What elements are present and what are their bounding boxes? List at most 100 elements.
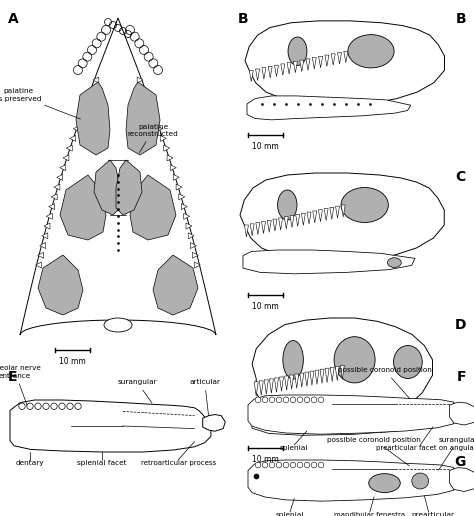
- Circle shape: [304, 397, 310, 402]
- Polygon shape: [274, 65, 279, 76]
- Ellipse shape: [341, 187, 388, 222]
- Circle shape: [276, 397, 282, 402]
- Polygon shape: [81, 106, 87, 112]
- Polygon shape: [307, 212, 311, 224]
- Polygon shape: [344, 51, 348, 62]
- Polygon shape: [274, 378, 278, 392]
- Polygon shape: [184, 213, 190, 219]
- Polygon shape: [130, 175, 176, 240]
- Polygon shape: [93, 77, 99, 83]
- Circle shape: [283, 397, 289, 402]
- Polygon shape: [60, 165, 66, 171]
- Polygon shape: [315, 370, 319, 384]
- Text: mandibular fenestra: mandibular fenestra: [334, 512, 405, 516]
- Polygon shape: [331, 54, 335, 65]
- Polygon shape: [290, 375, 294, 389]
- Ellipse shape: [278, 190, 297, 220]
- Ellipse shape: [334, 337, 375, 383]
- Polygon shape: [89, 87, 95, 93]
- Polygon shape: [330, 367, 334, 381]
- Polygon shape: [60, 175, 106, 240]
- Text: E: E: [8, 370, 18, 384]
- Polygon shape: [44, 223, 50, 229]
- Polygon shape: [313, 211, 317, 223]
- Polygon shape: [287, 62, 291, 74]
- Text: C: C: [456, 170, 466, 184]
- Polygon shape: [312, 58, 316, 69]
- Polygon shape: [85, 96, 91, 103]
- Polygon shape: [306, 59, 310, 70]
- Text: surangular: surangular: [438, 437, 474, 470]
- Polygon shape: [188, 233, 194, 239]
- Text: 10 mm: 10 mm: [252, 142, 279, 151]
- Ellipse shape: [104, 318, 132, 332]
- Polygon shape: [248, 460, 454, 501]
- Polygon shape: [305, 372, 309, 386]
- Polygon shape: [256, 222, 260, 235]
- Text: alveolar nerve
entrance: alveolar nerve entrance: [0, 365, 41, 405]
- Text: D: D: [455, 318, 466, 332]
- Text: splenial facet: splenial facet: [78, 460, 127, 466]
- Polygon shape: [63, 155, 69, 161]
- Polygon shape: [194, 262, 201, 268]
- Polygon shape: [293, 61, 297, 73]
- Polygon shape: [176, 184, 182, 190]
- Polygon shape: [281, 64, 285, 75]
- Polygon shape: [247, 96, 411, 120]
- Polygon shape: [325, 55, 329, 67]
- Polygon shape: [325, 368, 329, 382]
- Polygon shape: [192, 252, 198, 259]
- Text: F: F: [456, 370, 466, 384]
- Polygon shape: [273, 219, 277, 231]
- Circle shape: [59, 403, 65, 409]
- Polygon shape: [116, 160, 142, 215]
- Polygon shape: [290, 216, 294, 228]
- Text: possible coronoid position: possible coronoid position: [337, 367, 431, 399]
- Circle shape: [304, 462, 310, 468]
- Polygon shape: [279, 218, 283, 230]
- Polygon shape: [320, 369, 324, 383]
- Polygon shape: [336, 206, 339, 218]
- Polygon shape: [182, 204, 187, 209]
- Circle shape: [51, 403, 57, 409]
- Text: A: A: [8, 12, 19, 26]
- Circle shape: [318, 397, 324, 402]
- Circle shape: [255, 462, 261, 468]
- Polygon shape: [310, 371, 314, 385]
- Circle shape: [43, 403, 49, 409]
- Polygon shape: [20, 18, 216, 335]
- Polygon shape: [38, 255, 83, 315]
- Polygon shape: [252, 318, 432, 426]
- Polygon shape: [167, 155, 173, 161]
- Polygon shape: [76, 82, 110, 155]
- Polygon shape: [335, 366, 339, 381]
- Polygon shape: [284, 217, 288, 229]
- Polygon shape: [126, 82, 160, 155]
- Polygon shape: [243, 250, 415, 274]
- Circle shape: [35, 403, 41, 409]
- Text: splenial: splenial: [276, 512, 304, 516]
- Circle shape: [311, 397, 317, 402]
- Polygon shape: [77, 116, 83, 122]
- Circle shape: [290, 397, 296, 402]
- Text: 10 mm: 10 mm: [252, 455, 279, 464]
- Polygon shape: [301, 213, 305, 225]
- Polygon shape: [330, 207, 334, 219]
- Text: prearticular: prearticular: [411, 512, 454, 516]
- Polygon shape: [73, 126, 79, 132]
- Polygon shape: [179, 194, 185, 200]
- Ellipse shape: [369, 474, 400, 493]
- Polygon shape: [255, 69, 260, 80]
- Circle shape: [276, 462, 282, 468]
- Polygon shape: [249, 70, 253, 82]
- Polygon shape: [341, 205, 345, 217]
- Circle shape: [75, 403, 81, 409]
- Polygon shape: [295, 374, 299, 389]
- Polygon shape: [245, 225, 248, 237]
- Circle shape: [283, 462, 289, 468]
- Polygon shape: [245, 21, 445, 105]
- Polygon shape: [319, 56, 323, 68]
- Polygon shape: [259, 381, 263, 395]
- Polygon shape: [145, 96, 151, 103]
- Polygon shape: [173, 174, 179, 181]
